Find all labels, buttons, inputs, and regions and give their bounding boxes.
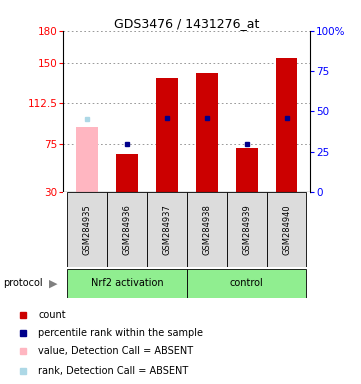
Text: value, Detection Call = ABSENT: value, Detection Call = ABSENT [38,346,193,356]
Text: ▶: ▶ [49,278,57,288]
Bar [107,192,147,267]
Bar [116,154,138,192]
Bar [147,192,187,267]
Bar [67,192,107,267]
Bar [236,148,258,192]
Bar [187,192,227,267]
Bar [156,78,178,192]
Bar [187,269,306,298]
Text: GSM284936: GSM284936 [122,204,131,255]
Text: count: count [38,310,66,320]
Bar [275,58,297,192]
Text: GSM284937: GSM284937 [162,204,171,255]
Bar [196,73,218,192]
Bar [266,192,306,267]
Text: Nrf2 activation: Nrf2 activation [91,278,163,288]
Bar [67,269,187,298]
Text: protocol: protocol [4,278,43,288]
Bar [76,127,98,192]
Bar [227,192,266,267]
Text: GSM284939: GSM284939 [242,204,251,255]
Text: GSM284938: GSM284938 [202,204,211,255]
Text: rank, Detection Call = ABSENT: rank, Detection Call = ABSENT [38,366,189,376]
Text: percentile rank within the sample: percentile rank within the sample [38,328,204,338]
Text: GSM284935: GSM284935 [83,204,92,255]
Text: control: control [230,278,264,288]
Text: GSM284940: GSM284940 [282,204,291,255]
Title: GDS3476 / 1431276_at: GDS3476 / 1431276_at [114,17,260,30]
